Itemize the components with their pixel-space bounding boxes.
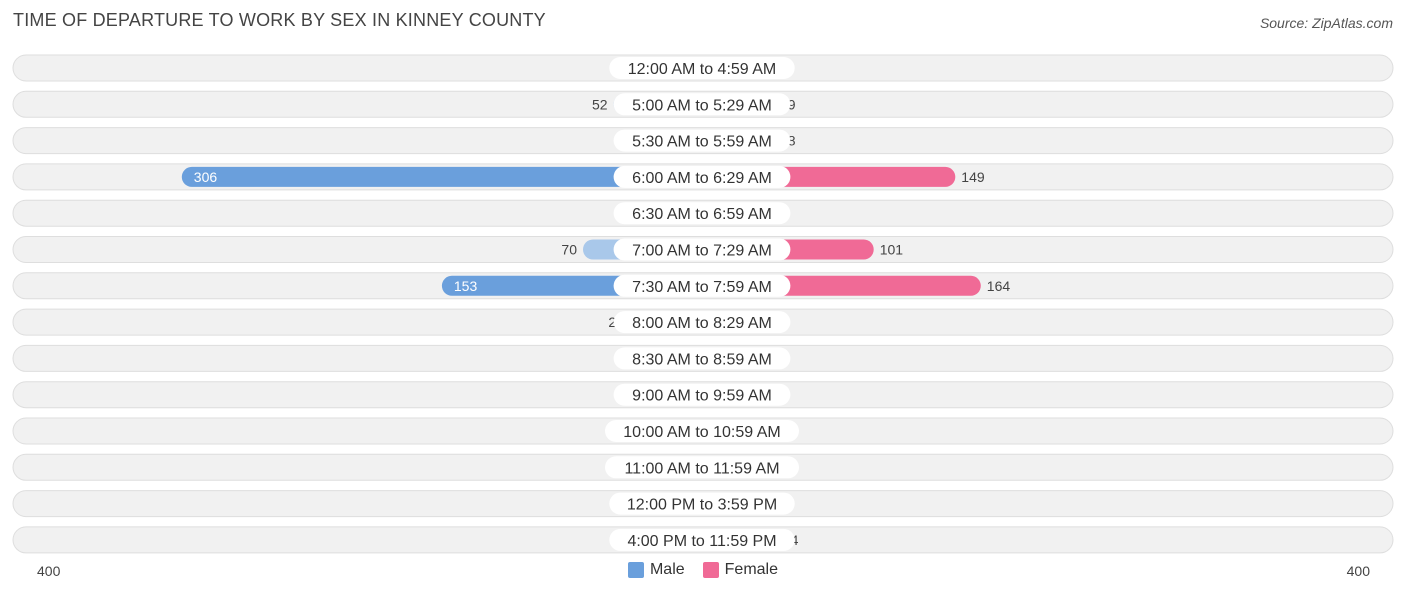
male-value-label: 52 bbox=[592, 96, 608, 112]
category-label: 4:00 PM to 11:59 PM bbox=[627, 533, 776, 550]
axis-tick-left: 400 bbox=[37, 563, 61, 579]
category-label: 12:00 AM to 4:59 AM bbox=[628, 61, 777, 78]
category-pill bbox=[613, 202, 791, 225]
chart-row: 52395:00 AM to 5:29 AM bbox=[12, 90, 1394, 118]
category-pill bbox=[613, 347, 791, 370]
category-label: 5:00 AM to 5:29 AM bbox=[632, 97, 772, 114]
category-label: 11:00 AM to 11:59 AM bbox=[624, 460, 779, 477]
category-label: 12:00 PM to 3:59 PM bbox=[627, 497, 777, 514]
category-label: 6:00 AM to 6:29 AM bbox=[632, 170, 772, 187]
category-pill bbox=[613, 311, 791, 334]
male-swatch-icon bbox=[627, 562, 644, 578]
category-label: 7:30 AM to 7:59 AM bbox=[632, 279, 772, 296]
category-pill bbox=[613, 238, 791, 261]
chart-row: 009:00 AM to 9:59 AM bbox=[12, 381, 1394, 409]
category-pill bbox=[605, 420, 799, 442]
male-value-label: 306 bbox=[194, 169, 218, 185]
category-pill bbox=[605, 456, 799, 479]
female-value-label: 149 bbox=[961, 169, 985, 185]
category-label: 6:30 AM to 6:59 AM bbox=[632, 206, 772, 223]
category-label: 10:00 AM to 10:59 AM bbox=[623, 424, 780, 441]
axis-tick-right: 400 bbox=[1347, 563, 1371, 579]
male-bar bbox=[181, 166, 703, 187]
female-value-label: 101 bbox=[880, 242, 904, 258]
male-value-label: 70 bbox=[561, 242, 577, 258]
chart-row: 0285:30 AM to 5:59 AM bbox=[12, 127, 1394, 155]
category-label: 7:00 AM to 7:29 AM bbox=[632, 243, 772, 260]
category-pill bbox=[613, 383, 791, 406]
chart-row: 153 164 7:30 AM to 7:59 AM bbox=[12, 272, 1394, 300]
female-value-label: 164 bbox=[987, 278, 1011, 294]
source-credit: Source: ZipAtlas.com bbox=[1259, 15, 1393, 31]
chart-rows: 0012:00 AM to 4:59 AM 52395:00 AM to 5:29… bbox=[12, 54, 1394, 554]
chart-row: 0712:00 PM to 3:59 PM bbox=[12, 490, 1394, 518]
chart-row: 008:30 AM to 8:59 AM bbox=[12, 344, 1394, 372]
legend-item-male[interactable]: Male bbox=[627, 561, 685, 579]
category-pill bbox=[609, 57, 795, 79]
chart-row: 0012:00 AM to 4:59 AM bbox=[12, 54, 1394, 82]
chart-row: 006:30 AM to 6:59 AM bbox=[12, 199, 1394, 227]
category-pill bbox=[613, 93, 791, 116]
category-label: 8:00 AM to 8:29 AM bbox=[632, 315, 772, 332]
category-pill bbox=[613, 274, 791, 297]
legend-item-female[interactable]: Female bbox=[702, 561, 779, 579]
chart-title: TIME OF DEPARTURE TO WORK BY SEX IN KINN… bbox=[13, 10, 546, 30]
chart-row: 2308:00 AM to 8:29 AM bbox=[12, 308, 1394, 336]
chart-row: 0444:00 PM to 11:59 PM bbox=[12, 526, 1394, 554]
chart-row: 70 101 7:00 AM to 7:29 AM bbox=[12, 236, 1394, 263]
legend-label-male: Male bbox=[649, 561, 685, 578]
category-label: 5:30 AM to 5:59 AM bbox=[632, 134, 772, 151]
female-swatch-icon bbox=[702, 562, 719, 578]
category-pill bbox=[609, 528, 795, 551]
legend-label-female: Female bbox=[724, 561, 779, 578]
chart-row: 0011:00 AM to 11:59 AM bbox=[12, 453, 1394, 481]
category-pill bbox=[609, 492, 795, 515]
legend: Male Female bbox=[0, 561, 1406, 579]
category-label: 8:30 AM to 8:59 AM bbox=[632, 351, 772, 368]
male-value-label: 153 bbox=[454, 278, 478, 294]
chart-row: 0010:00 AM to 10:59 AM bbox=[12, 417, 1394, 445]
chart-row: 306 149 6:00 AM to 6:29 AM bbox=[12, 163, 1394, 191]
category-pill bbox=[613, 129, 791, 152]
category-label: 9:00 AM to 9:59 AM bbox=[632, 388, 772, 405]
category-pill bbox=[613, 165, 791, 188]
